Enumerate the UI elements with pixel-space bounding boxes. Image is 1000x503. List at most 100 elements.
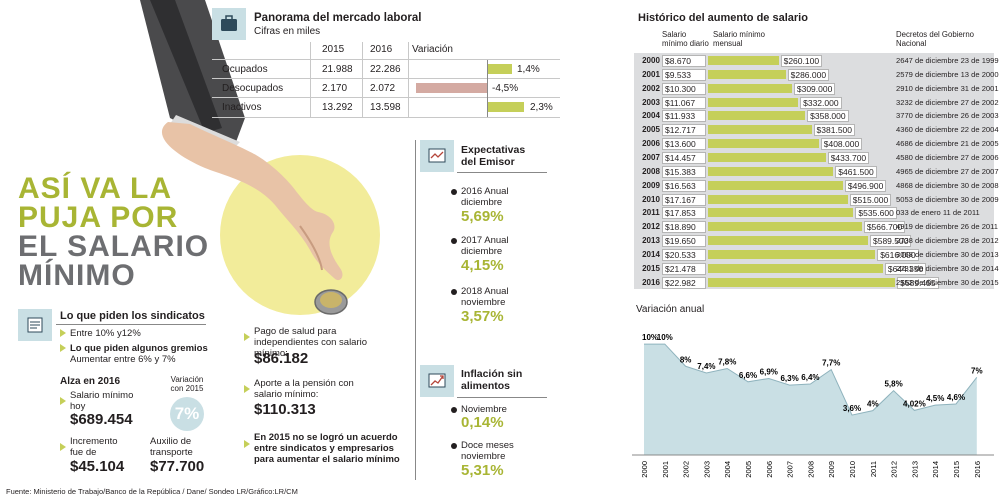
history-row: 2011 $17.853 $535.600 033 de enero 11 de 20… (634, 206, 992, 220)
history-year: 2016 (642, 277, 660, 287)
history-year: 2013 (642, 236, 660, 246)
history-monthly: $689.455 (897, 276, 939, 289)
history-decree: 033 de enero 11 de 2011 (896, 208, 980, 218)
history-monthly: $358.000 (807, 110, 849, 123)
history-monthly: $260.100 (780, 55, 823, 67)
history-row: 2005 $12.717 $381.500 4360 de diciembre 22 … (634, 123, 999, 137)
history-bar (708, 249, 876, 259)
history-decree: 4965 de diciembre 27 de 2007 (896, 166, 999, 176)
data-label: 6,6% (739, 371, 757, 380)
market-col-2015: 2015 (322, 44, 345, 55)
market-row-variation: 1,4% (517, 64, 540, 75)
hand-illustration (140, 0, 380, 315)
data-label: 7,8% (718, 357, 736, 366)
market-col-variation: Variación (412, 44, 453, 55)
x-tick-label: 2005 (744, 461, 753, 478)
history-bar (708, 125, 812, 135)
history-col-monthly: Salario mínimo mensual (713, 30, 765, 48)
hand (161, 122, 343, 281)
area-line (644, 343, 978, 416)
pension-value: $110.313 (254, 401, 316, 418)
x-tick-label: 2011 (869, 461, 878, 477)
history-monthly: $589.500 (870, 235, 912, 248)
history-decree: 3068 de diciembre 30 de 2013 (896, 249, 999, 259)
history-decree: 4919 de diciembre 26 de 2011 (896, 222, 999, 232)
history-row: 2000 $8.670 $260.100 2647 de diciembre 23 d… (634, 54, 999, 67)
history-col-decree: Decretos del Gobierno Nacional (896, 30, 975, 48)
history-year: 2005 (642, 125, 660, 135)
history-decree: 4686 de diciembre 21 de 2005 (896, 139, 999, 149)
annual-variation-chart: 10% 2000 10% 2001 8% 2002 7,4% 2003 7,8% 2004 6,6%… (632, 333, 994, 478)
market-row-inactivos: Inactivos 13.292 13.598 2,3% (212, 98, 560, 117)
history-year: 2001 (642, 69, 660, 79)
rise-variation-badge (170, 397, 204, 431)
data-label: 5,8% (884, 380, 902, 389)
history-monthly: $332.000 (800, 96, 842, 109)
x-tick-label: 2007 (786, 461, 795, 478)
x-tick-label: 2006 (765, 461, 774, 478)
data-label: 7% (971, 366, 983, 375)
data-label: 10% (657, 333, 673, 342)
inflation-value: 5,31% (461, 462, 504, 479)
market-row-desocupados: Desocupados 2.170 2.072 -4,5% (212, 79, 560, 98)
expectations-title: Expectativas del Emisor (461, 144, 526, 168)
history-year: 2014 (642, 249, 660, 259)
chart-icon-box (420, 140, 454, 172)
inflation-icon-box (420, 365, 454, 397)
rise-salary-bullet (60, 392, 70, 410)
note-text: En 2015 no se logró un acuerdo entre sin… (254, 432, 400, 465)
expectation-value: 3,57% (461, 308, 504, 325)
history-daily: $22.982 (662, 276, 706, 289)
unions-item1-text: Entre 10% y12% (70, 328, 141, 339)
history-year: 2009 (642, 180, 660, 190)
x-tick-label: 2004 (723, 461, 732, 478)
history-decree: 2731 de diciembre 30 de 2014 (896, 263, 999, 273)
history-daily: $19.650 (662, 235, 706, 248)
history-monthly: $515.000 (849, 193, 892, 206)
history-row: 2010 $17.167 $515.000 5053 de diciembre 30 … (634, 193, 999, 206)
history-bar (708, 236, 868, 246)
history-bar (708, 97, 799, 107)
history-daily: $14.457 (662, 151, 706, 164)
market-row-variation: 2,3% (530, 102, 553, 113)
history-bar (708, 83, 792, 93)
unions-item1: Entre 10% y12% (60, 328, 141, 339)
history-daily: $8.670 (662, 55, 706, 67)
data-label: 10% (642, 333, 658, 342)
market-row-2016: 13.598 (370, 102, 401, 113)
expectation-label: 2016 Anual diciembre (461, 186, 509, 208)
x-tick-label: 2014 (931, 461, 940, 478)
history-monthly: $286.000 (787, 68, 830, 81)
market-row-ocupados: Ocupados 21.988 22.286 1,4% (212, 60, 560, 79)
history-monthly: $433.700 (827, 151, 870, 164)
history-row: 2016 $22.982 $689.455 2552 de diciembre 30 … (634, 276, 999, 289)
data-label: 4,6% (947, 393, 965, 402)
variation-bar-positive (488, 64, 512, 74)
history-decree: 4868 de diciembre 30 de 2008 (896, 180, 999, 190)
history-decree: 2579 de diciembre 13 de 2000 (896, 69, 999, 79)
note-bullet (244, 435, 254, 453)
history-row: 2007 $14.457 $433.700 4580 de diciembre 27 … (634, 151, 999, 164)
rise-increment-bullet (60, 438, 70, 456)
history-decree: 4360 de diciembre 22 de 2004 (896, 125, 999, 135)
history-year: 2002 (642, 83, 660, 93)
headline-line3: EL SALARIO (18, 230, 210, 263)
history-row: 2015 $21.478 $644.350 2731 de diciembre 30 … (634, 262, 999, 275)
x-tick-label: 2002 (682, 461, 691, 478)
history-year: 2010 (642, 194, 660, 204)
history-bar (708, 166, 834, 176)
history-row: 2013 $19.650 $589.500 2738 de diciembre 28 … (634, 234, 999, 248)
rise-increment-value: $45.104 (70, 458, 125, 475)
history-row: 2012 $18.890 $566.700 4919 de diciembre 26 … (634, 220, 998, 234)
x-tick-label: 2000 (640, 461, 649, 478)
health-bullet (244, 328, 254, 346)
expectation-value: 5,69% (461, 208, 504, 225)
unions-item2: Lo que piden algunos gremios Aumentar en… (60, 343, 208, 365)
history-row: 2014 $20.533 $616.000 3068 de diciembre 30 … (634, 248, 999, 261)
history-year: 2011 (642, 208, 660, 218)
history-bar (708, 263, 883, 273)
headline-line2: PUJA POR (18, 201, 179, 234)
history-row: 2008 $15.383 $461.500 4965 de diciembre 27 … (634, 165, 999, 178)
market-col-2016: 2016 (370, 44, 393, 55)
x-tick-label: 2015 (952, 461, 961, 478)
